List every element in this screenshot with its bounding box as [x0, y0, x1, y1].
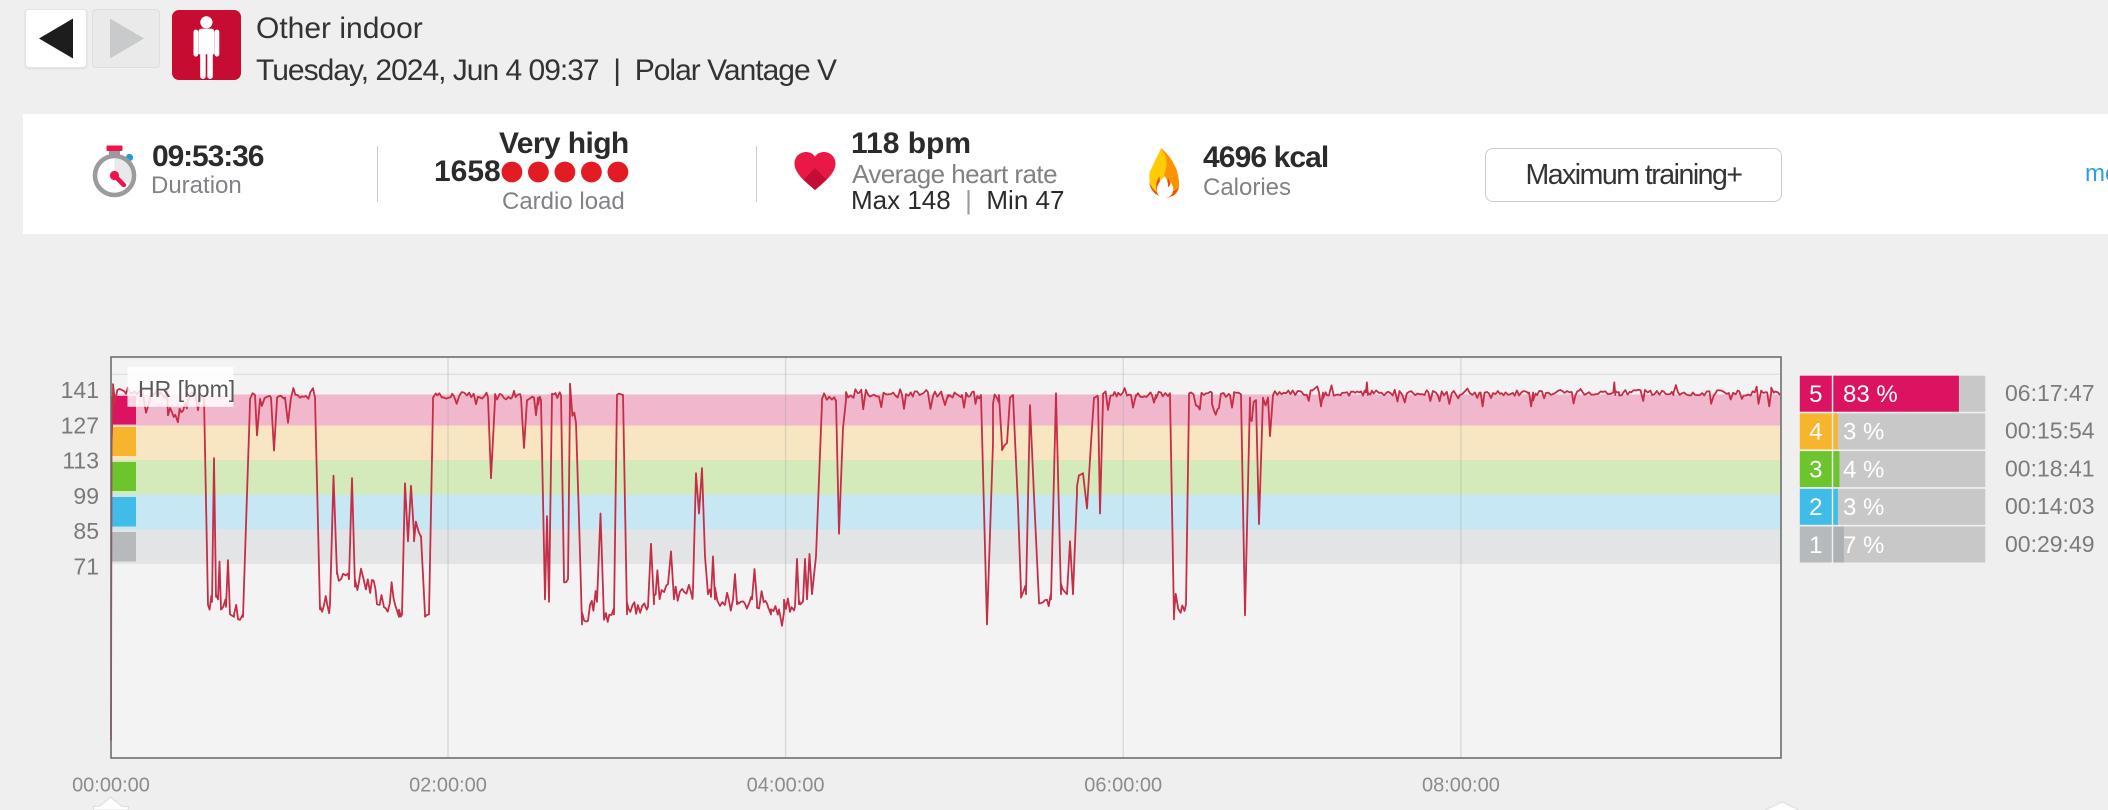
svg-text:3 %: 3 %	[1843, 419, 1884, 446]
svg-text:83 %: 83 %	[1843, 381, 1898, 408]
svg-text:4: 4	[1809, 419, 1822, 446]
svg-text:1: 1	[1809, 532, 1822, 559]
svg-text:3: 3	[1809, 456, 1822, 483]
svg-text:00:18:41: 00:18:41	[2005, 455, 2095, 481]
svg-text:85: 85	[73, 518, 99, 544]
svg-text:00:15:54: 00:15:54	[2005, 418, 2095, 444]
svg-text:02:00:00: 02:00:00	[409, 775, 487, 797]
svg-text:08:00:00: 08:00:00	[1422, 775, 1500, 797]
svg-text:3 %: 3 %	[1843, 494, 1884, 521]
svg-text:127: 127	[61, 412, 99, 438]
svg-text:2: 2	[1809, 494, 1822, 521]
svg-text:4 %: 4 %	[1843, 456, 1884, 483]
svg-text:00:29:49: 00:29:49	[2005, 531, 2095, 557]
svg-text:06:17:47: 06:17:47	[2005, 380, 2095, 406]
svg-text:5: 5	[1809, 381, 1822, 408]
svg-text:00:00:00: 00:00:00	[72, 775, 150, 797]
svg-text:141: 141	[61, 377, 99, 403]
svg-text:04:00:00: 04:00:00	[747, 775, 825, 797]
svg-text:113: 113	[62, 448, 99, 474]
svg-text:7 %: 7 %	[1843, 532, 1884, 559]
svg-text:99: 99	[73, 483, 99, 509]
svg-text:00:14:03: 00:14:03	[2005, 493, 2095, 519]
svg-text:06:00:00: 06:00:00	[1084, 775, 1162, 797]
svg-text:71: 71	[73, 554, 99, 580]
svg-text:HR [bpm]: HR [bpm]	[138, 376, 235, 402]
